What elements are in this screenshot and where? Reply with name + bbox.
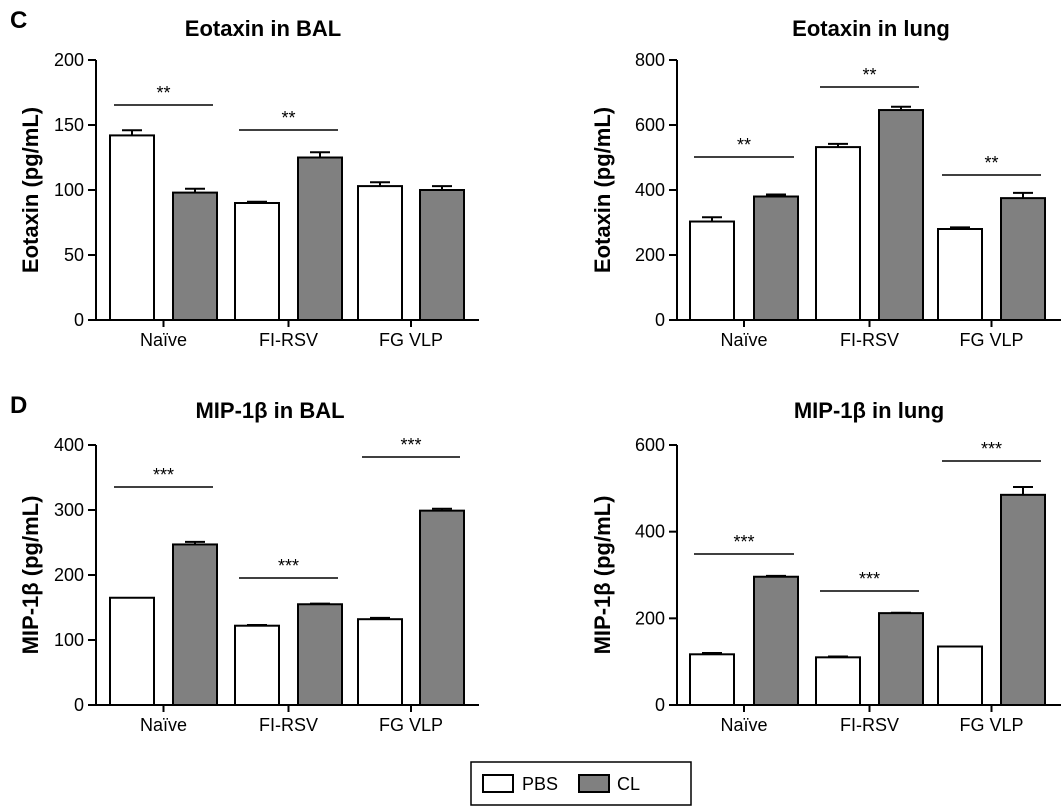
bar-cl-2 <box>298 158 342 321</box>
chart-title: Eotaxin in BAL <box>185 16 341 41</box>
significance-label: ** <box>862 65 876 85</box>
significance-label: *** <box>733 532 754 552</box>
y-tick-label: 600 <box>635 435 665 455</box>
category-label: FI-RSV <box>840 330 899 350</box>
bar-cl-1 <box>173 544 217 705</box>
category-label: FI-RSV <box>259 330 318 350</box>
y-tick-label: 400 <box>54 435 84 455</box>
chart-3: D MIP-1β in BAL MIP-1β (pg/mL) 0 100 200 300 40… <box>10 392 479 735</box>
significance-label: *** <box>400 435 421 455</box>
bar-cl-2 <box>879 613 923 705</box>
significance-label: ** <box>281 108 295 128</box>
y-tick-label: 200 <box>54 50 84 70</box>
y-tick-label: 400 <box>635 522 665 542</box>
y-tick-label: 800 <box>635 50 665 70</box>
significance-label: ** <box>984 153 998 173</box>
bar-cl-1 <box>754 577 798 705</box>
significance-label: *** <box>153 465 174 485</box>
y-tick-label: 400 <box>635 180 665 200</box>
y-tick-label: 100 <box>54 630 84 650</box>
y-tick-label: 200 <box>635 245 665 265</box>
bar-pbs-2 <box>235 203 279 320</box>
y-tick-label: 200 <box>54 565 84 585</box>
bar-pbs-2 <box>235 626 279 705</box>
bar-cl-3 <box>420 511 464 705</box>
y-tick-label: 0 <box>74 310 84 330</box>
y-tick-label: 0 <box>74 695 84 715</box>
category-label: FI-RSV <box>259 715 318 735</box>
significance-label: ** <box>156 83 170 103</box>
bar-pbs-3 <box>358 619 402 705</box>
chart-2: Eotaxin in lung Eotaxin (pg/mL) 0 200 400 600… <box>590 16 1061 350</box>
y-tick-label: 0 <box>655 695 665 715</box>
bar-pbs-3 <box>358 186 402 320</box>
bar-cl-1 <box>754 197 798 321</box>
significance-label: ** <box>737 135 751 155</box>
y-tick-label: 300 <box>54 500 84 520</box>
category-label: FG VLP <box>959 715 1023 735</box>
legend-label-cl: CL <box>617 774 640 794</box>
y-tick-label: 200 <box>635 608 665 628</box>
chart-title: MIP-1β in lung <box>794 398 944 423</box>
significance-label: *** <box>859 569 880 589</box>
legend-label-pbs: PBS <box>522 774 558 794</box>
legend: PBS CL <box>471 762 691 805</box>
category-label: Naïve <box>720 715 767 735</box>
category-label: FG VLP <box>959 330 1023 350</box>
y-axis-label: MIP-1β (pg/mL) <box>18 496 43 655</box>
category-label: Naïve <box>720 330 767 350</box>
chart-title: MIP-1β in BAL <box>195 398 344 423</box>
y-tick-label: 600 <box>635 115 665 135</box>
category-label: FG VLP <box>379 330 443 350</box>
bar-pbs-3 <box>938 647 982 706</box>
bar-cl-3 <box>1001 198 1045 320</box>
panel-letter: C <box>10 7 27 34</box>
y-tick-label: 0 <box>655 310 665 330</box>
bar-pbs-1 <box>110 135 154 320</box>
category-label: Naïve <box>140 715 187 735</box>
significance-label: *** <box>981 439 1002 459</box>
legend-swatch-pbs <box>483 775 513 792</box>
y-axis-label: Eotaxin (pg/mL) <box>18 107 43 273</box>
bar-pbs-2 <box>816 657 860 705</box>
bar-cl-2 <box>879 110 923 320</box>
category-label: Naïve <box>140 330 187 350</box>
y-tick-label: 50 <box>64 245 84 265</box>
bar-pbs-1 <box>690 222 734 320</box>
category-label: FG VLP <box>379 715 443 735</box>
legend-swatch-cl <box>579 775 609 792</box>
y-tick-label: 100 <box>54 180 84 200</box>
y-axis-label: MIP-1β (pg/mL) <box>590 496 615 655</box>
bar-pbs-1 <box>690 654 734 705</box>
bar-cl-1 <box>173 193 217 320</box>
chart-4: MIP-1β in lung MIP-1β (pg/mL) 0 200 400 600 Na… <box>590 398 1061 735</box>
chart-1: C Eotaxin in BAL Eotaxin (pg/mL) 0 50 100 150 2… <box>10 7 479 350</box>
bar-cl-3 <box>1001 495 1045 705</box>
category-label: FI-RSV <box>840 715 899 735</box>
bar-pbs-1 <box>110 598 154 705</box>
bar-pbs-3 <box>938 229 982 320</box>
panel-letter: D <box>10 392 27 419</box>
bar-cl-3 <box>420 190 464 320</box>
bar-pbs-2 <box>816 147 860 320</box>
y-axis-label: Eotaxin (pg/mL) <box>590 107 615 273</box>
significance-label: *** <box>278 556 299 576</box>
chart-title: Eotaxin in lung <box>792 16 950 41</box>
y-tick-label: 150 <box>54 115 84 135</box>
bar-cl-2 <box>298 604 342 705</box>
